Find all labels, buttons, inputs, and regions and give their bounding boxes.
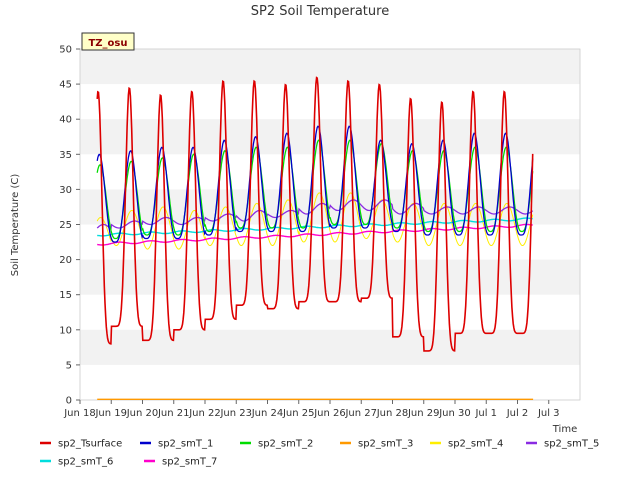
legend-item-sp2-smT-6: sp2_smT_6: [40, 457, 113, 468]
y-tick-label: 45: [59, 80, 72, 91]
legend-label: sp2_smT_7: [162, 457, 217, 468]
series-line-sp2-smT-1: [96, 125, 534, 243]
grid-band: [80, 49, 580, 85]
site-badge-box: [81, 32, 135, 51]
legend-item-sp2-Tsurface: sp2_Tsurface: [40, 439, 122, 450]
legend-item-sp2-smT-7: sp2_smT_7: [144, 457, 217, 468]
series-line-sp2-smT-7: [97, 223, 533, 246]
x-tick-label: Jul 2: [506, 408, 529, 419]
legend-label: sp2_smT_3: [358, 439, 413, 450]
legend-item-sp2-smT-4: sp2_smT_4: [430, 439, 503, 450]
x-tick-label: Jun 19: [94, 408, 127, 419]
y-tick-label: 10: [59, 325, 72, 336]
x-tick-label: Jun 28: [376, 408, 409, 419]
x-tick-label: Jun 23: [219, 408, 252, 419]
x-tick-label: Jun 27: [344, 408, 377, 419]
series-line-sp2-smT-5: [96, 199, 534, 231]
y-tick-label: 35: [59, 150, 72, 161]
y-tick-label: 5: [66, 360, 72, 371]
x-axis-label: Time: [552, 424, 577, 435]
legend-item-sp2-smT-3: sp2_smT_3: [340, 439, 413, 450]
series-line-sp2-smT-6: [97, 217, 533, 237]
y-axis-ticks: 0 5 10 15 20 25 30 35 40 45 50: [59, 45, 80, 407]
series-line-sp2-smT-4: [96, 192, 534, 250]
legend-label: sp2_smT_5: [544, 439, 599, 450]
series-line-sp2-Tsurface: [96, 76, 534, 352]
x-tick-label: Jun 20: [126, 408, 159, 419]
legend-label: sp2_smT_4: [448, 439, 503, 450]
legend: sp2_Tsurface sp2_smT_1 sp2_smT_2 sp2_smT_3 s…: [40, 439, 599, 468]
x-tick-label: Jun 30: [438, 408, 471, 419]
x-tick-label: Jul 1: [474, 408, 497, 419]
legend-label: sp2_smT_1: [158, 439, 213, 450]
plot-background-bands: [80, 49, 580, 365]
legend-item-sp2-smT-2: sp2_smT_2: [240, 439, 313, 450]
x-tick-label: Jun 25: [282, 408, 315, 419]
legend-label: sp2_smT_6: [58, 457, 113, 468]
x-tick-label: Jun 29: [407, 408, 440, 419]
x-tick-label: Jun 21: [157, 408, 190, 419]
y-tick-label: 25: [59, 220, 72, 231]
y-tick-label: 0: [66, 396, 72, 407]
y-tick-label: 40: [59, 115, 72, 126]
y-tick-label: 30: [59, 185, 72, 196]
legend-label: sp2_Tsurface: [58, 439, 122, 450]
grid-band: [80, 329, 580, 365]
y-axis-label: Soil Temperature (C): [10, 174, 21, 277]
x-tick-label: Jul 3: [537, 408, 560, 419]
grid-band: [80, 259, 580, 295]
legend-label: sp2_smT_2: [258, 439, 313, 450]
y-tick-label: 20: [59, 255, 72, 266]
series-layer: [96, 76, 534, 400]
y-tick-label: 15: [59, 290, 72, 301]
x-tick-label: Jun 26: [313, 408, 346, 419]
legend-item-sp2-smT-5: sp2_smT_5: [526, 439, 599, 450]
x-tick-label: Jun 22: [188, 408, 221, 419]
x-tick-label: Jun 24: [251, 408, 284, 419]
legend-item-sp2-smT-1: sp2_smT_1: [140, 439, 213, 450]
series-line-sp2-smT-2: [96, 139, 534, 240]
x-tick-label: Jun 18: [63, 408, 96, 419]
site-badge-text: TZ_osu: [88, 38, 127, 49]
x-axis-ticks: Jun 18 Jun 19 Jun 20 Jun 21 Jun 22 Jun 23 Jun …: [63, 400, 560, 419]
site-badge: TZ_osu: [81, 32, 135, 51]
chart-title: SP2 Soil Temperature: [251, 4, 389, 19]
y-tick-label: 50: [59, 45, 72, 56]
